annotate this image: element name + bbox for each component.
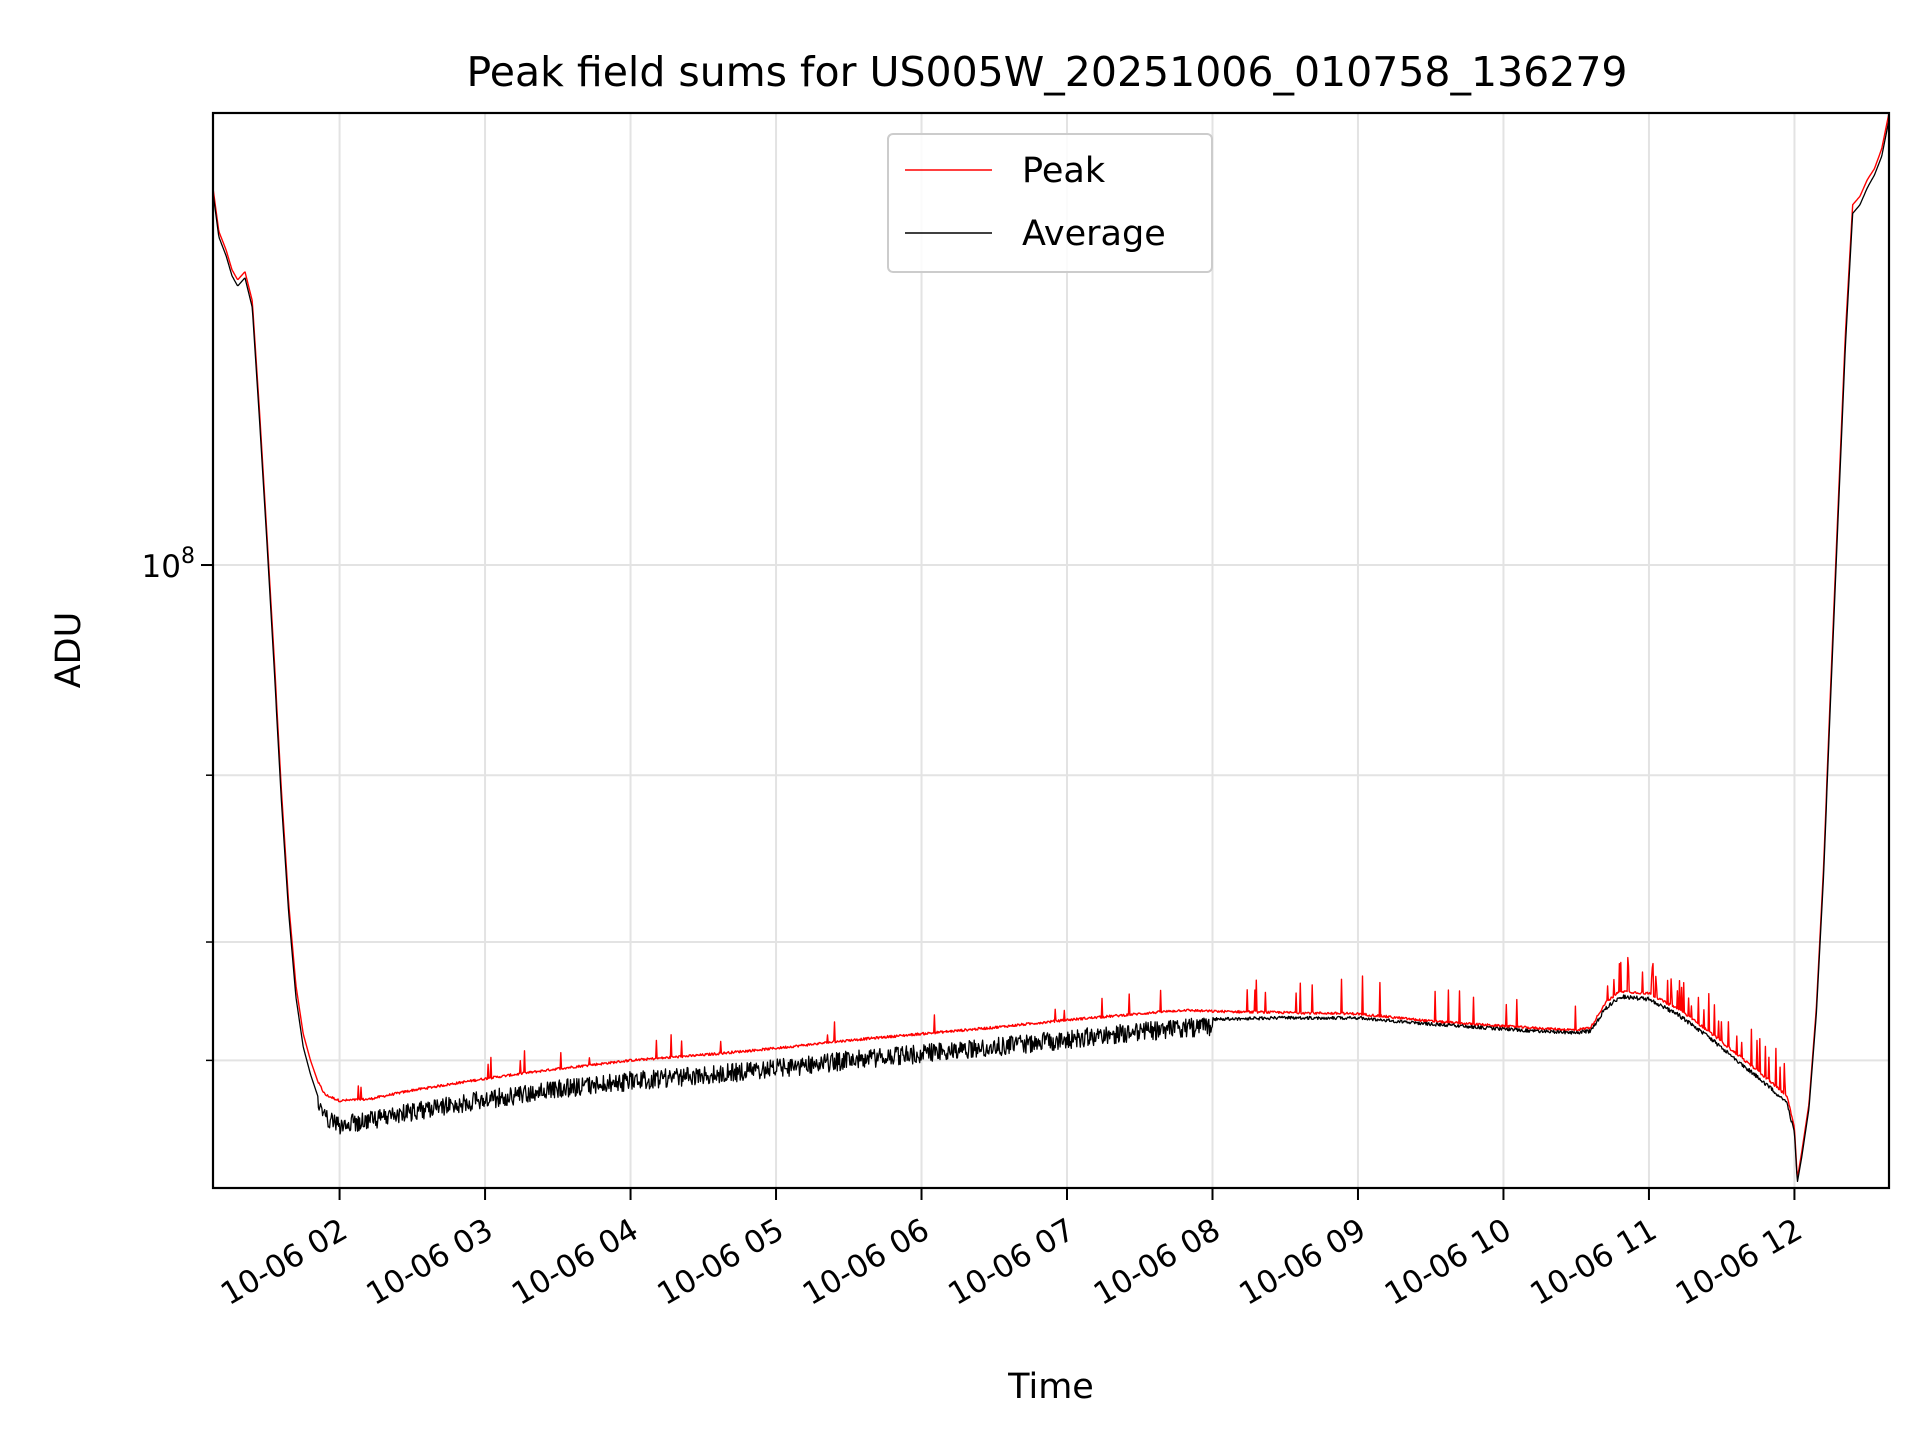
grid [213,113,1889,1188]
legend-box [887,133,1213,273]
plot-frame [211,111,1891,1190]
legend-label-average: Average [1022,214,1166,254]
series-line-average [212,119,1890,1183]
y-tick-label: 108 [142,544,195,585]
legend-label-peak: Peak [1022,151,1106,191]
legend: Peak Average [887,133,1213,273]
y-axis-label: ADU [49,612,89,689]
series-line-peak [212,112,1890,1179]
series-layer [212,112,1890,1183]
chart-title: Peak field sums for US005W_20251006_0107… [466,48,1627,96]
x-axis-label: Time [1007,1367,1094,1407]
